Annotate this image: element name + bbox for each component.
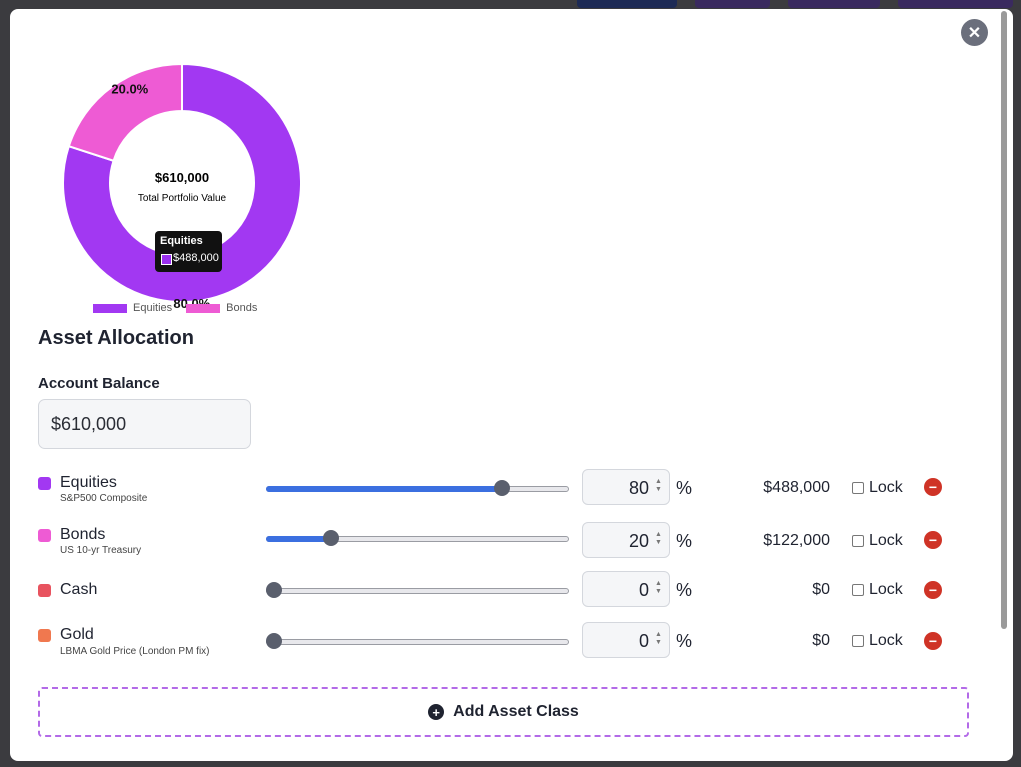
tooltip-value: $488,000 [173,252,219,264]
remove-asset-button[interactable]: − [924,581,942,599]
account-balance-input[interactable] [38,399,251,449]
scrollbar[interactable] [1001,9,1013,761]
spinner-icon[interactable]: ▲ ▼ [655,580,662,595]
asset-row-cash: Cash 0 ▲ ▼ % $0 Lock − [10,571,1001,621]
close-icon: ✕ [967,24,982,42]
slider-track [266,588,569,594]
slider-thumb[interactable] [494,480,510,496]
percent-input[interactable]: 20 ▲ ▼ [582,522,670,558]
minus-icon: − [928,633,938,649]
donut-slice-bonds[interactable] [67,62,183,163]
remove-asset-button[interactable]: − [924,632,942,650]
percent-sign: % [676,631,693,651]
spinner-icon[interactable]: ▲ ▼ [655,478,662,493]
asset-color-dot [38,477,51,490]
background-card [695,0,770,8]
account-balance-label: Account Balance [38,375,160,392]
lock-label: Lock [869,479,903,496]
tooltip-swatch [161,254,172,265]
lock-toggle[interactable]: Lock [852,632,903,650]
asset-subtitle: S&P500 Composite [60,493,148,504]
slider-thumb[interactable] [266,582,282,598]
percent-sign: % [676,531,693,551]
percent-value: 0 [638,580,649,600]
slider-thumb[interactable] [323,530,339,546]
close-button[interactable]: ✕ [961,19,988,46]
scroll-thumb[interactable] [1001,11,1007,629]
spinner-icon[interactable]: ▲ ▼ [655,531,662,546]
background-card [898,0,1013,8]
percent-sign: % [676,478,693,498]
background-card [577,0,677,8]
slice-percent-label: 20.0% [111,82,148,97]
percent-value: 20 [628,531,649,551]
percent-value: 0 [638,631,649,651]
center-label: Total Portfolio Value [138,193,227,204]
add-asset-class-button[interactable]: + Add Asset Class [38,687,969,737]
minus-icon: − [928,582,938,598]
lock-label: Lock [869,532,903,549]
minus-icon: − [928,532,938,548]
legend-swatch-bonds [186,303,221,313]
asset-name: Bonds [60,526,106,543]
asset-name: Cash [60,581,98,598]
legend-item-bonds[interactable]: Bonds [186,302,257,314]
lock-toggle[interactable]: Lock [852,532,903,550]
allocation-slider[interactable] [266,530,569,546]
asset-name: Gold [60,626,94,643]
minus-icon: − [928,479,938,495]
asset-amount: $0 [812,581,830,598]
percent-input[interactable]: 80 ▲ ▼ [582,469,670,505]
asset-color-dot [38,584,51,597]
remove-asset-button[interactable]: − [924,478,942,496]
asset-subtitle: US 10-yr Treasury [60,545,142,556]
asset-row-bonds: Bonds US 10-yr Treasury 20 ▲ ▼ % $122,000… [10,522,1001,566]
asset-amount: $122,000 [763,532,830,549]
allocation-slider[interactable] [266,480,569,496]
legend-label-equities: Equities [133,302,173,314]
legend-label-bonds: Bonds [226,302,258,314]
asset-color-dot [38,529,51,542]
slider-track [266,639,569,645]
percent-value: 80 [628,478,649,498]
plus-circle-icon: + [428,704,445,720]
slider-fill [266,536,331,542]
lock-checkbox[interactable] [852,635,864,647]
lock-checkbox[interactable] [852,482,864,494]
spinner-icon[interactable]: ▲ ▼ [655,631,662,646]
slider-thumb[interactable] [266,633,282,649]
percent-input[interactable]: 0 ▲ ▼ [582,622,670,658]
section-title: Asset Allocation [38,327,194,349]
asset-subtitle: LBMA Gold Price (London PM fix) [60,646,210,657]
asset-name: Equities [60,474,117,491]
percent-sign: % [676,580,693,600]
allocation-slider[interactable] [266,582,569,598]
chart-legend: Equities Bonds [93,302,257,314]
add-asset-class-label: Add Asset Class [453,703,579,720]
asset-row-equities: Equities S&P500 Composite 80 ▲ ▼ % $488,0… [10,469,1001,514]
lock-toggle[interactable]: Lock [852,581,903,599]
asset-row-gold: Gold LBMA Gold Price (London PM fix) 0 ▲… [10,622,1001,666]
tooltip-title: Equities [160,235,203,247]
remove-asset-button[interactable]: − [924,531,942,549]
lock-label: Lock [869,581,903,598]
background-card [788,0,880,8]
center-value: $610,000 [155,170,209,185]
asset-amount: $0 [812,632,830,649]
lock-label: Lock [869,632,903,649]
lock-toggle[interactable]: Lock [852,479,903,497]
allocation-slider[interactable] [266,633,569,649]
lock-checkbox[interactable] [852,584,864,596]
legend-swatch-equities [93,303,127,313]
chart-tooltip: Equities $488,000 [155,231,222,272]
asset-amount: $488,000 [763,479,830,496]
lock-checkbox[interactable] [852,535,864,547]
legend-item-equities[interactable]: Equities [93,302,172,314]
asset-color-dot [38,629,51,642]
percent-input[interactable]: 0 ▲ ▼ [582,571,670,607]
slider-fill [266,486,502,492]
